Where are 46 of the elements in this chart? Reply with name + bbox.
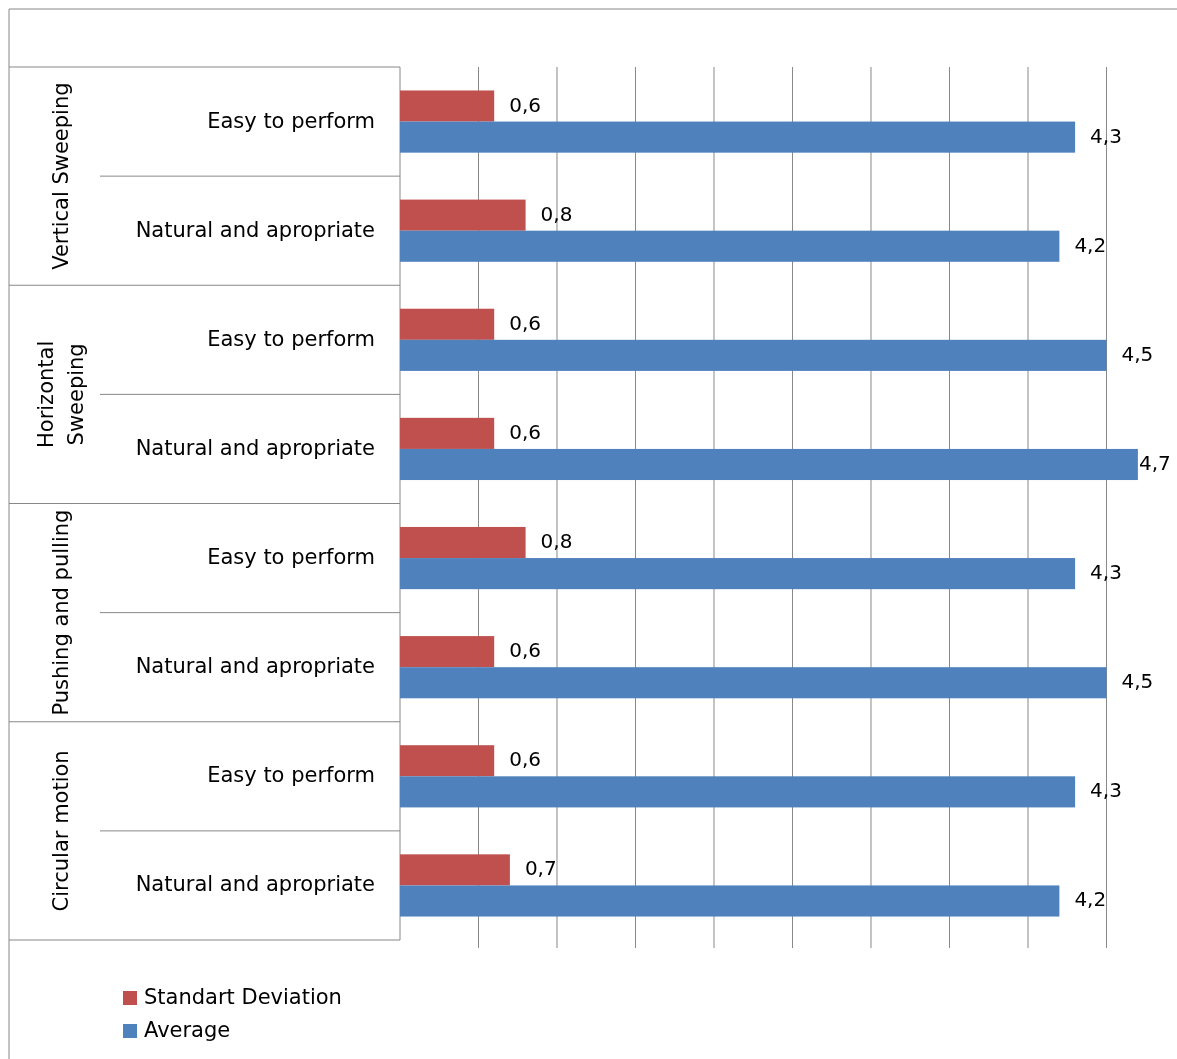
legend-label: Standart Deviation: [144, 985, 342, 1009]
data-label: 4,5: [1121, 669, 1154, 694]
bar: [400, 448, 1138, 481]
y-tick-label: Easy to perform: [207, 326, 375, 351]
bar: [400, 199, 526, 231]
data-label: 4,3: [1090, 778, 1122, 803]
bar: [400, 339, 1107, 371]
bar: [400, 526, 526, 559]
data-label: 0,6: [509, 92, 542, 117]
bar: [400, 90, 495, 122]
data-label: 4,2: [1074, 232, 1107, 257]
bar: [400, 745, 495, 777]
y-tick-label: Natural and apropriate: [135, 872, 375, 897]
data-label: 0,7: [524, 856, 557, 881]
bar: [400, 667, 1107, 699]
bar: [400, 121, 1076, 153]
text: Circular motion: [49, 750, 73, 912]
bar: [400, 230, 1060, 262]
y-tick-label: Easy to perform: [207, 108, 375, 133]
bar: [400, 558, 1076, 590]
data-label: 0,6: [509, 419, 542, 444]
y-tick-label: Easy to perform: [207, 763, 375, 788]
data-label: 4,5: [1121, 341, 1154, 366]
data-label: 4,3: [1090, 560, 1122, 585]
bar: [400, 776, 1076, 808]
bar: [400, 854, 510, 886]
bar: [400, 636, 495, 668]
legend-label: Average: [144, 1018, 231, 1042]
data-label: 4,3: [1090, 123, 1122, 148]
data-label: 4,2: [1074, 887, 1107, 912]
bar: [400, 885, 1060, 917]
bar: [400, 417, 495, 449]
text: Vertical Sweeping: [49, 82, 73, 270]
data-label: 0,8: [540, 201, 573, 226]
text: Horizontal Sweeping: [34, 340, 88, 448]
y-tick-label: Natural and apropriate: [135, 217, 375, 242]
y-tick-label: Natural and apropriate: [135, 654, 375, 679]
data-label: 0,6: [509, 310, 542, 335]
bar: [400, 308, 495, 340]
text: Pushing and pulling: [49, 509, 73, 716]
data-label: 0,6: [509, 747, 542, 772]
y-tick-label: Easy to perform: [207, 545, 375, 570]
y-tick-label: Natural and apropriate: [135, 435, 375, 460]
data-label: 0,6: [509, 638, 542, 663]
data-label: 4,7: [1139, 450, 1171, 475]
data-label: 0,8: [540, 529, 573, 554]
